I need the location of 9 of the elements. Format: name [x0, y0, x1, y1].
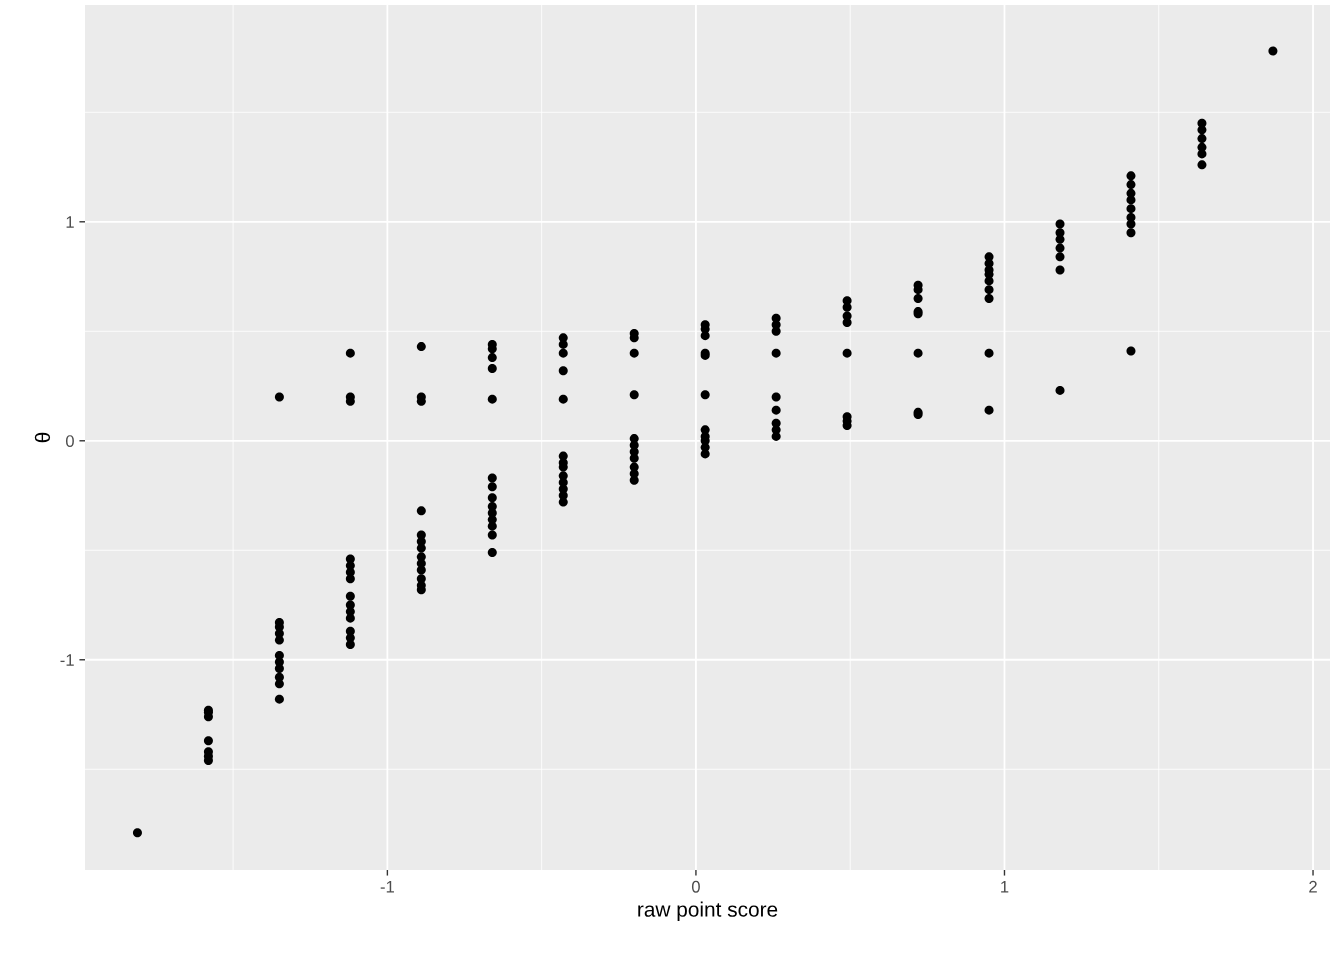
x-tick-label: -1	[380, 881, 394, 893]
x-axis-title: raw point score	[638, 901, 778, 921]
y-tick-label: 0	[65, 435, 74, 447]
x-tick-label: 1	[1001, 881, 1009, 893]
y-axis-title: θ	[34, 432, 51, 443]
x-tick-label: 0	[691, 880, 700, 893]
y-tick-label: 1	[66, 216, 74, 228]
y-tick-label: -1	[60, 654, 74, 666]
x-tick-label: 2	[1309, 880, 1317, 893]
